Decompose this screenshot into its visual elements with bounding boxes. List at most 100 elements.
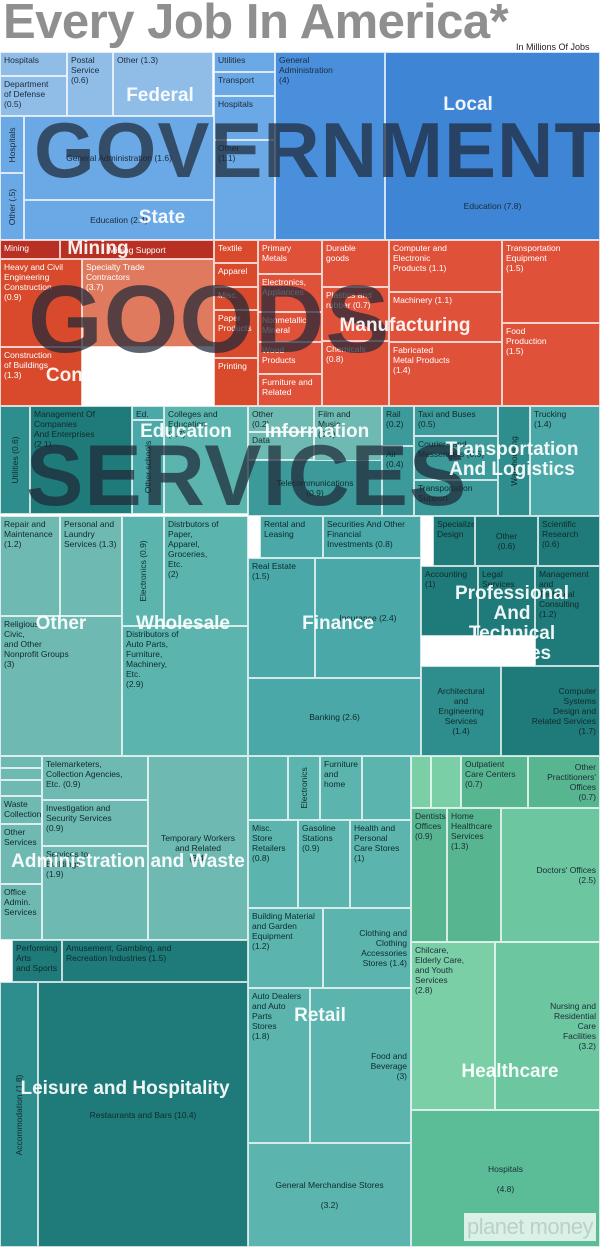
cell-label: Misc. Store Retailers (0.8) [252,823,286,863]
cell-label: Utilities [218,55,246,65]
cell-label: Doctors' Offices (2.5) [536,865,596,885]
cell-label: Transportation Equipment (1.5) [506,243,561,273]
treemap-cell: Services to Buildings (1.9) [42,846,148,940]
treemap-cell: Gasoline Stations (0.9) [298,820,350,908]
cell-label: Education (7.8) [463,201,522,211]
treemap-cell: Construction of Buildings (1.3) [0,347,82,406]
cell-label: Repair and Maintenance (1.2) [4,519,53,549]
cell-label: General Administration (4) [279,55,333,85]
cell-label: Mining [4,243,30,253]
treemap-cell: Food and Beverage (3) [310,988,411,1143]
cell-label: Home Healthcare Services (1.3) [451,811,493,851]
cell-label: Paper Products [218,313,252,333]
cell-label: Hospitals [4,55,39,65]
cell-label: Printing [218,361,247,371]
treemap-cell: Office Admin. Services [0,884,42,940]
treemap-cell: Electronics, Appliances [258,274,322,312]
treemap-cell [0,768,42,780]
cell-label: Insurance (2.4) [339,613,397,623]
chart-title: Every Job In America* [3,0,509,49]
cell-label: Warehousing [509,436,519,486]
cell-label: Health and Personal Care Stores (1) [354,823,400,863]
cell-label: Fabricated Metal Products (1.4) [393,345,450,375]
treemap-cell: Hospitals [214,96,275,140]
treemap-cell: Utilities (0.6) [0,406,30,514]
cell-label: Wood Products [262,345,296,365]
cell-label: Department of Defense (0.5) [4,79,49,109]
treemap-cell: Accommodation (1.8) [0,982,38,1247]
cell-label: Specialized Design [437,519,474,539]
cell-label: Securities And Other Financial Investmen… [327,519,405,549]
cell-label: Telemarketers, Collection Agencies, Etc.… [46,759,123,789]
treemap-cell: Education (7.8) [385,52,600,240]
treemap-cell: Chemicals (0.8) [322,341,389,406]
cell-label: Restaurants and Bars (10.4) [89,1109,197,1120]
treemap-cell: Other Practitioners' Offices (0.7) [528,756,600,808]
treemap-cell: Banking (2.6) [248,678,421,756]
treemap-cell: Temporary Workers and Related (3.4) [148,756,248,940]
treemap-cell: General Administration (4) [275,52,385,240]
treemap-cell: Furniture and Related [258,374,322,406]
cell-label: Misc. [218,290,238,300]
cell-label: Ed. support [136,409,149,419]
treemap-cell: Other (1.3) [113,52,213,116]
treemap-cell: Home Healthcare Services (1.3) [447,808,501,942]
treemap-cell [0,780,42,796]
cell-label: Accounting (1) [425,569,468,589]
cell-label: Data [252,435,270,445]
treemap-cell: Furniture and home [320,756,362,820]
cell-label: Services to Buildings (1.9) [46,849,89,879]
treemap-cell: Heavy and Civil Engineering Construction… [0,259,82,347]
cell-label: Hospitals (4.8) [488,1163,523,1194]
treemap-cell: Auto Dealers and Auto Parts Stores (1.8) [248,988,310,1143]
cell-label: Utilities (0.6) [10,436,20,484]
cell-label: Temporary Workers and Related (3.4) [161,833,235,863]
cell-label: Chemicals (0.8) [326,344,366,364]
treemap-cell: Distrbutors of Paper, Apparel, Groceries… [164,516,248,626]
treemap-cell: Specialty Trade Contractors (3.7) [82,259,214,347]
cell-label: Other Practitioners' Offices (0.7) [547,762,596,802]
cell-label: Management and Technical Consulting (1.2… [539,569,589,619]
treemap-cell: Distributors of Auto Parts, Furniture, M… [122,626,248,756]
cell-label: Architectural and Engineering Services (… [437,686,485,736]
treemap-cell: Telemarketers, Collection Agencies, Etc.… [42,756,148,800]
cell-label: Heavy and Civil Engineering Construction… [4,262,64,302]
treemap-cell: Textile [214,240,258,263]
cell-label: Plastics and rubber (0.7) [326,290,372,310]
cell-label: Office Admin. Services [4,887,37,917]
treemap-cell: Other (.5) [0,173,24,240]
treemap-cell: Electronics [288,756,320,820]
treemap-cell: Religious, Civic, and Other Nonprofit Gr… [0,616,122,756]
treemap-cell: Data [248,432,314,460]
treemap-cell: Machinery (1.1) [389,292,502,342]
cell-label: Other (0.2) [252,409,274,429]
cell-label: Legal Services [482,569,515,589]
treemap-cell: Outpatient Care Centers (0.7) [461,756,528,808]
treemap-cell: Restaurants and Bars (10.4) [38,982,248,1247]
cell-label: Machinery (1.1) [393,295,453,305]
treemap-cell: Dentists' Offices (0.9) [411,808,447,942]
treemap-cell: Wood Products [258,342,322,374]
cell-label: Specialty Trade Contractors (3.7) [86,262,145,292]
cell-label: Scientific Research (0.6) [542,519,579,549]
treemap-cell: Performing Arts and Sports [12,940,62,982]
treemap-cell: Colleges and Education (1.7) [164,406,248,514]
cell-label: Hospitals [7,127,17,162]
treemap-cell: Trucking (1.4) [530,406,600,516]
treemap-cell: Legal Services [478,566,535,636]
cell-label: Textile [218,243,243,253]
cell-label: Primary Metals [262,243,292,263]
cell-label: Computer Systems Design and Related Serv… [531,686,596,736]
cell-label: Investigation and Security Services (0.9… [46,803,112,833]
cell-label: Trucking (1.4) [534,409,567,429]
treemap-cell: General Merchandise Stores (3.2) [248,1143,411,1247]
treemap-cell: Insurance (2.4) [315,558,421,678]
treemap-cell: Personal and Laundry Services (1.3) [60,516,122,616]
cell-label: Dentists' Offices (0.9) [415,811,447,841]
treemap-cell: Computer Systems Design and Related Serv… [501,666,600,756]
treemap-cell: Utilities [214,52,275,72]
cell-label: Colleges and Education (1.7) [168,409,218,439]
treemap-cell: Clothing and Clothing Accessories Stores… [323,908,411,988]
treemap-cell: Postal Service (0.6) [67,52,113,116]
